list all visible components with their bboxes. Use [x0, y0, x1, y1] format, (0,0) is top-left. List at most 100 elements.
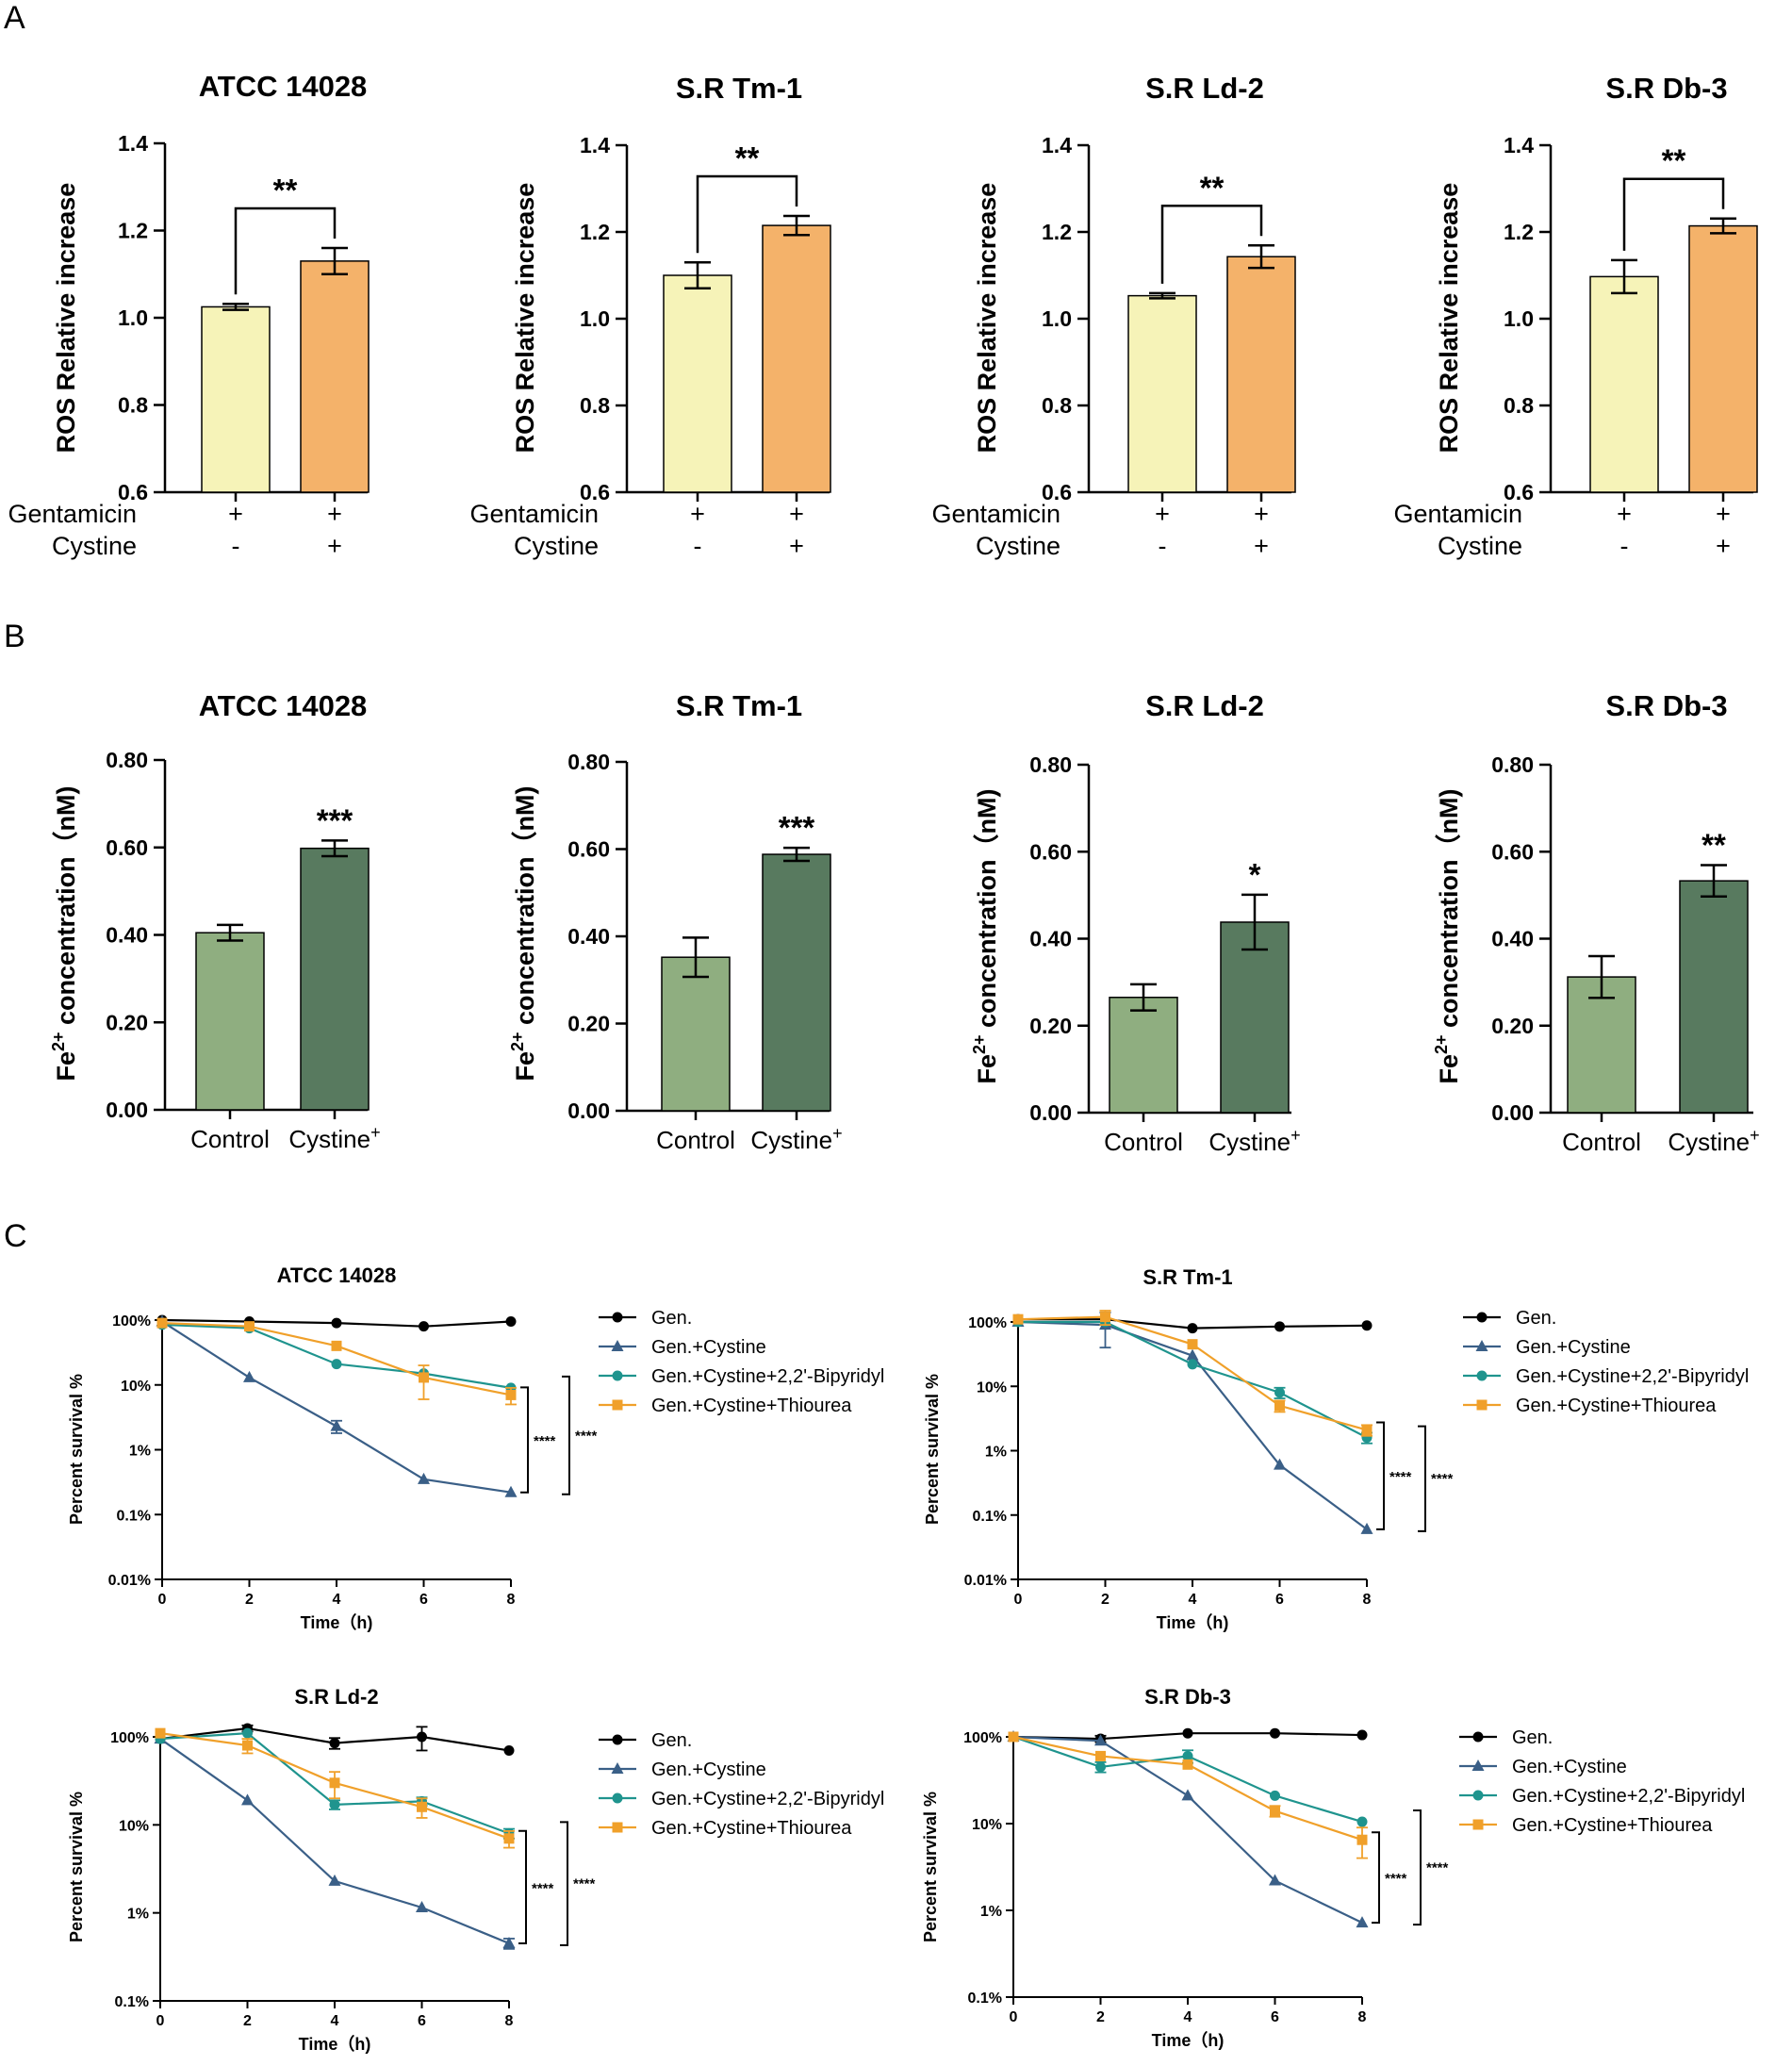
y-axis-label: Percent survival %: [923, 1374, 942, 1525]
data-point: [241, 1793, 254, 1806]
significance-bracket: [1622, 177, 1725, 251]
x-tick-label: 2: [1101, 1592, 1110, 1608]
data-point: [1356, 1816, 1368, 1827]
significance-bracket: [562, 1375, 570, 1495]
significance-label: **: [273, 173, 298, 207]
chart-B3: S.R Ld-2 0.00 0.20 0.40 0.60 0.80 Fe2+ concent…: [970, 689, 1301, 1156]
significance-label: ****: [532, 1880, 554, 1896]
series-0: [1008, 1727, 1368, 1744]
category-name: Cystine: [1668, 1128, 1750, 1156]
data-point: [502, 1937, 516, 1949]
chart-C1: ATCC 14028 0.01% 0.1% 1% 10% 100% 0 2 4 6 8 Time（h)…: [67, 1264, 884, 1632]
data-point: [1008, 1731, 1019, 1743]
chart-title: S.R Tm-1: [676, 72, 802, 105]
chart-A2: S.R Tm-1 0.6 0.8 1.0 1.2 1.4 ROS Relative incr…: [469, 72, 831, 560]
category-name: Control: [656, 1126, 735, 1154]
y-label-rest: concentration（nM): [52, 785, 80, 1032]
bar: [300, 260, 370, 493]
row-sign: +: [1155, 500, 1170, 528]
data-point: [156, 1317, 168, 1329]
data-point: [1360, 1522, 1373, 1534]
row-sign: -: [1620, 532, 1629, 560]
chart-title: ATCC 14028: [277, 1264, 397, 1287]
y-axis-label: Fe2+ concentration（nM): [49, 785, 80, 1081]
legend-label: Gen.+Cystine+Thiourea: [1512, 1815, 1713, 1836]
data-point: [331, 1340, 342, 1351]
data-point: [328, 1874, 341, 1886]
significance-label: ****: [575, 1428, 598, 1444]
significance-bracket: [1413, 1809, 1422, 1926]
significance-label: **: [1200, 170, 1225, 205]
data-point: [503, 1833, 515, 1844]
data-point: [418, 1472, 430, 1484]
significance-bracket: [1372, 1831, 1380, 1925]
data-point: [1187, 1359, 1198, 1370]
y-tick-label: 0.1%: [115, 1994, 149, 2010]
data-point: [612, 1399, 623, 1411]
y-tick-label: 0.8: [118, 393, 148, 418]
y-tick-label: 0.60: [106, 835, 148, 860]
chart-title: S.R Tm-1: [676, 689, 802, 722]
y-tick-label: 0.20: [1491, 1014, 1534, 1038]
category-name: Cystine: [288, 1125, 370, 1153]
data-point: [1356, 1916, 1369, 1928]
data-point: [1361, 1425, 1373, 1436]
data-point: [417, 1731, 427, 1743]
bar: [1589, 275, 1659, 493]
category-name: Control: [190, 1125, 270, 1153]
y-tick-label: 0.60: [1029, 839, 1072, 864]
data-point: [329, 1799, 340, 1810]
y-label-superscript: 2+: [49, 1032, 68, 1051]
chart-C4: S.R Db-3 0.1% 1% 10% 100% 0 2 4 6 8 Time（h) Percent…: [921, 1685, 1745, 2050]
significance-label: ****: [1431, 1471, 1454, 1487]
data-point: [244, 1321, 255, 1332]
data-point: [612, 1822, 623, 1833]
x-tick-label: 6: [1271, 2009, 1279, 2025]
y-tick-label: 0.01%: [964, 1573, 1007, 1589]
row-sign: +: [1716, 500, 1731, 528]
series-3: [156, 1317, 517, 1406]
y-tick-label: 0.6: [118, 480, 148, 504]
data-point: [1274, 1321, 1285, 1332]
significance-bracket: [1418, 1425, 1426, 1532]
legend-label: Gen.+Cystine+2,2'-Bipyridyl: [651, 1366, 884, 1387]
series-line: [159, 1738, 510, 1945]
data-point: [1476, 1399, 1488, 1411]
y-tick-label: 0.20: [1029, 1014, 1072, 1038]
y-axis-label: ROS Relative increase: [973, 183, 1001, 454]
data-point: [1472, 1819, 1484, 1830]
legend-label: Gen.+Cystine+2,2'-Bipyridyl: [1516, 1366, 1749, 1387]
chart-B4: S.R Db-3 0.00 0.20 0.40 0.60 0.80 Fe2+ concent…: [1432, 689, 1760, 1156]
data-point: [611, 1340, 624, 1351]
y-tick-label: 1.4: [118, 131, 148, 156]
row-label: Gentamicin: [931, 500, 1060, 528]
chart-title: S.R Ld-2: [294, 1685, 378, 1709]
x-tick-label: 4: [1184, 2009, 1192, 2025]
chart-title: S.R Db-3: [1605, 689, 1727, 722]
legend-label: Gen.+Cystine+2,2'-Bipyridyl: [651, 1789, 884, 1809]
data-point: [612, 1734, 623, 1745]
data-point: [1181, 1789, 1194, 1801]
significance-bracket: [518, 1829, 527, 1945]
chart-A3: S.R Ld-2 0.6 0.8 1.0 1.2 1.4 ROS Relative incr…: [931, 72, 1296, 560]
x-tick-label: 6: [1275, 1592, 1284, 1608]
legend-label: Gen.+Cystine: [1516, 1337, 1631, 1358]
y-tick-label: 0.80: [1029, 752, 1072, 777]
x-category-label: Cystine+: [1668, 1126, 1759, 1156]
row-sign: +: [690, 500, 705, 528]
bar: [1127, 294, 1197, 493]
y-tick-label: 1.4: [580, 133, 610, 157]
y-tick-label: 0.00: [106, 1098, 148, 1122]
x-tick-label: 6: [418, 2013, 426, 2029]
series-3: [155, 1727, 515, 1849]
chart-B2: S.R Tm-1 0.00 0.20 0.40 0.60 0.80 Fe2+ concent…: [508, 689, 843, 1154]
data-point: [1269, 1874, 1281, 1886]
y-tick-label: 0.6: [1042, 480, 1072, 504]
row-sign: +: [789, 500, 804, 528]
row-label: Gentamicin: [1393, 500, 1522, 528]
y-tick-label: 0.6: [1504, 480, 1534, 504]
y-label-rest: concentration（nM): [511, 785, 539, 1032]
y-axis-label: ROS Relative increase: [1435, 183, 1463, 454]
series-1: [154, 1732, 516, 1950]
y-tick-label: 1.4: [1042, 133, 1072, 157]
